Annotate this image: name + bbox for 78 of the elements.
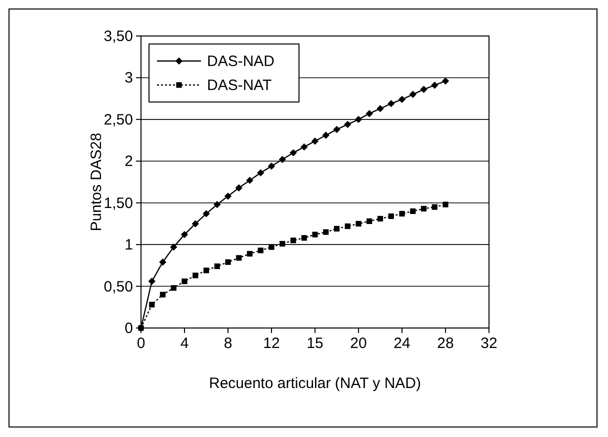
point	[170, 243, 178, 251]
point	[236, 255, 242, 261]
legend-label: DAS-NAD	[207, 53, 275, 70]
point	[356, 220, 362, 227]
y-tick-label: 3,50	[104, 28, 133, 45]
x-tick-label: 8	[224, 335, 232, 352]
point	[268, 162, 276, 170]
point	[246, 176, 254, 184]
point	[182, 278, 188, 284]
point	[442, 77, 450, 85]
point	[388, 213, 394, 220]
point	[290, 238, 296, 244]
y-tick-label: 2	[124, 153, 133, 170]
point	[420, 206, 427, 212]
point	[148, 278, 156, 285]
point	[322, 132, 330, 139]
point	[180, 230, 188, 238]
y-tick-label: 0,50	[104, 278, 133, 296]
point	[246, 250, 253, 257]
point	[344, 223, 350, 230]
y-tick-label: 3	[124, 70, 133, 87]
point	[203, 268, 210, 274]
x-tick-label: 4	[180, 335, 189, 352]
point	[301, 235, 307, 241]
point	[192, 220, 199, 228]
point	[202, 210, 210, 218]
point	[214, 200, 221, 208]
x-axis-title: Recuento articular (NAT y NAD)	[208, 375, 422, 392]
y-tick-label: 1	[124, 236, 133, 254]
point	[431, 82, 438, 89]
point	[377, 216, 384, 222]
point	[160, 292, 166, 298]
point	[354, 116, 362, 124]
y-tick-label: 0	[124, 320, 133, 337]
point	[278, 156, 286, 164]
legend-label: DAS-NAT	[207, 77, 272, 94]
point	[224, 192, 232, 200]
point	[192, 272, 198, 278]
point	[398, 96, 406, 104]
y-tick-label: 2,50	[104, 111, 133, 128]
x-tick-label: 20	[350, 335, 367, 352]
point	[399, 210, 405, 217]
point	[258, 248, 264, 254]
point	[432, 204, 438, 210]
point	[366, 218, 372, 224]
point	[225, 259, 231, 265]
point	[170, 285, 176, 291]
point	[312, 232, 318, 238]
point	[268, 244, 274, 250]
point	[159, 258, 166, 266]
point	[280, 240, 286, 247]
point	[323, 229, 329, 235]
y-tick-label: 1,50	[104, 194, 133, 212]
point	[388, 100, 395, 108]
x-tick-label: 24	[394, 335, 410, 352]
point	[333, 126, 340, 134]
point	[420, 86, 428, 93]
point	[257, 169, 264, 176]
x-tick-label: 12	[263, 335, 280, 352]
point	[311, 138, 319, 145]
point	[410, 208, 416, 214]
point	[409, 90, 416, 98]
point	[149, 302, 155, 308]
point	[442, 202, 448, 208]
y-axis-title: Puntos DAS28	[88, 132, 105, 232]
point	[290, 149, 297, 156]
point	[235, 184, 242, 192]
point	[344, 120, 352, 128]
x-tick-label: 15	[306, 335, 324, 352]
point	[334, 226, 340, 232]
x-tick-label: 28	[437, 335, 454, 352]
point	[300, 143, 308, 151]
x-tick-label: 32	[480, 335, 498, 352]
point	[376, 104, 384, 112]
x-tick-label: 0	[136, 335, 146, 352]
point	[214, 263, 220, 270]
point	[366, 110, 373, 118]
point	[138, 325, 144, 331]
